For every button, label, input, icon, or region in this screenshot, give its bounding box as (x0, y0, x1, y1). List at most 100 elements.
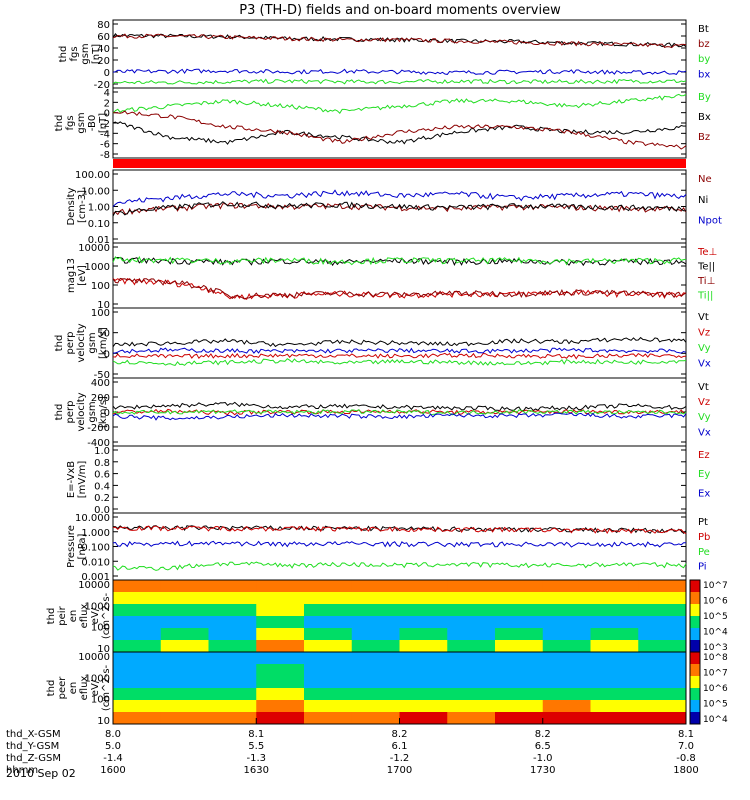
legend-Bt: Bt (698, 24, 709, 35)
heatmap-cell (256, 712, 305, 725)
heatmap-cell (160, 628, 209, 641)
heatmap-cell (160, 688, 209, 701)
heatmap-cell (447, 580, 496, 593)
legend-Ni: Ni (698, 195, 708, 206)
heatmap-cell (542, 580, 591, 593)
x-tick-label-x: 8.1 (248, 729, 264, 740)
colorbar-label: 10^5 (703, 700, 728, 710)
legend-bx: bx (698, 69, 710, 80)
colorbar-segment (690, 664, 700, 677)
series-line-Ti⊥ (112, 277, 687, 300)
legend-Ti⊥: Ti⊥ (697, 276, 715, 287)
heatmap-cell (590, 640, 639, 653)
x-tick-label-z: -1.0 (533, 753, 553, 764)
y-tick-label: 10000 (78, 652, 110, 663)
colorbar-segment (690, 580, 700, 593)
y-tick-label: 50 (97, 329, 110, 340)
y-tick-label: 10.000 (75, 513, 110, 524)
heatmap-cell (160, 664, 209, 677)
heatmap-cell (447, 592, 496, 605)
y-axis-label: en (68, 610, 79, 623)
colorbar-segment (690, 676, 700, 689)
x-tick-label-y: 5.0 (105, 741, 121, 752)
heatmap-cell (304, 640, 353, 653)
y-tick-label: 1000 (85, 601, 110, 612)
heatmap-cell (542, 592, 591, 605)
x-row-label: thd_Y-GSM (6, 741, 59, 752)
heatmap-cell (542, 676, 591, 689)
y-axis-label: eflux (79, 676, 90, 701)
panel-peer: thdpeerenefluxeV/(cm^2-s-sr-eV)100001000… (46, 651, 728, 727)
x-tick-label-x: 8.1 (678, 729, 694, 740)
heatmap-cell (542, 640, 591, 653)
legend-by: by (698, 54, 710, 65)
colorbar-segment (690, 616, 700, 629)
colorbar-label: 10^5 (703, 612, 728, 622)
heatmap-cell (304, 688, 353, 701)
heatmap-cell (542, 688, 591, 701)
panel-density: Density [cm-3] 100.00 10.00 1.00 0.10 0.01 Ne Ni… (66, 169, 722, 246)
legend-Vx: Vx (698, 359, 711, 370)
heatmap-cell (208, 616, 257, 629)
series-line-Vx (112, 412, 687, 421)
heatmap-cell (542, 664, 591, 677)
heatmap-cell (399, 676, 448, 689)
series-line-Vt (112, 336, 687, 348)
y-tick-label: -4 (100, 129, 110, 140)
y-axis-label: [nT] (98, 113, 109, 133)
heatmap-cell (447, 676, 496, 689)
heatmap-cell (399, 688, 448, 701)
y-axis-label: perp (65, 332, 76, 355)
series-line-Te⊥ (112, 277, 687, 300)
series-line-Pi (112, 540, 687, 548)
legend-Npot: Npot (698, 216, 722, 227)
x-axis-labels: thd_X-GSMthd_Y-GSMthd_Z-GSMhhmm8.05.0-1.… (6, 718, 699, 776)
y-axis-label: [nT] (91, 44, 102, 64)
heatmap-cell (590, 688, 639, 701)
heatmap-cell (495, 580, 544, 593)
heatmap-cell (638, 580, 687, 593)
x-row-label: thd_X-GSM (6, 729, 61, 740)
x-tick-label-hhmm: 1800 (673, 765, 698, 776)
y-tick-label: 0.01 (88, 235, 110, 246)
colorbar-frame (689, 651, 701, 725)
heatmap-cell (351, 616, 400, 629)
y-axis-label: eflux (79, 604, 90, 629)
y-tick-label: 0 (104, 109, 110, 120)
heatmap-cell (304, 676, 353, 689)
legend-Ti||: Ti|| (697, 290, 713, 301)
colorbar-label: 10^7 (703, 669, 728, 679)
y-tick-label: 0.010 (81, 557, 110, 568)
x-tick-label-x: 8.2 (392, 729, 408, 740)
heatmap-cell (542, 628, 591, 641)
colorbar-segment (690, 604, 700, 617)
heatmap-cell (256, 664, 305, 677)
y-tick-label: -8 (100, 150, 110, 161)
heatmap-cell (208, 628, 257, 641)
series-line-Ti|| (112, 255, 687, 266)
heatmap-cell (160, 616, 209, 629)
heatmap-cell (351, 700, 400, 713)
heatmap-cell (208, 664, 257, 677)
heatmap-cell (447, 604, 496, 617)
series-line-Vz (112, 352, 687, 360)
series-line-Bt (112, 32, 687, 48)
series-line-Vy (112, 409, 687, 416)
heatmap-cell (590, 592, 639, 605)
series-line-bz (112, 33, 687, 49)
series-line-Pt (113, 525, 687, 535)
colorbar-segment (690, 640, 700, 653)
legend-Vz: Vz (698, 328, 710, 339)
panel-fgs_dsl: thd fgs gsm -B0 [nT] 420-2-4-6-8 By Bx Bz (54, 87, 711, 161)
legend-Te⊥: Te⊥ (697, 247, 717, 258)
heatmap-cell (542, 652, 591, 665)
y-axis-label: thd (54, 115, 65, 132)
heatmap-cell (256, 628, 305, 641)
y-tick-label: 2 (104, 98, 110, 109)
y-tick-label: 1000 (85, 262, 110, 273)
heatmap-cell (638, 664, 687, 677)
heatmap-cell (638, 628, 687, 641)
legend-Vz: Vz (698, 397, 710, 408)
panel-temp: mag13 [eV] 10000 1000 100 10 Te⊥ Te|| Ti⊥ Ti|| (66, 242, 717, 311)
